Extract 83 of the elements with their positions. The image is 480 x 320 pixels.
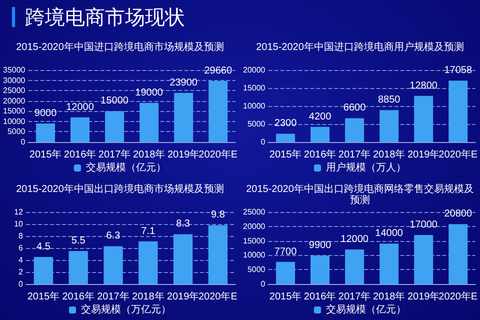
x-tick-label: 2018年	[132, 290, 164, 302]
data-label: 19000	[135, 87, 164, 98]
x-tick-label: 2016年	[62, 290, 94, 302]
y-tick-label: 20000	[242, 66, 266, 74]
y-tick-label: 0	[20, 138, 26, 146]
y-tick-label: 15000	[242, 84, 266, 92]
data-label: 7700	[274, 246, 298, 258]
y-tick-label: 20000	[242, 222, 266, 231]
data-label: 23900	[170, 77, 198, 88]
data-label: 20800	[444, 208, 472, 220]
chart-title: 2015-2020年中国出口跨境电商市场规模及预测	[16, 183, 224, 195]
y-tick-label: 0	[18, 280, 24, 288]
data-label: 4.5	[36, 242, 51, 252]
x-tick-label: 2018年	[372, 290, 406, 302]
y-tick-label: 10000	[242, 250, 266, 260]
x-tick-label: 2016年	[304, 290, 336, 302]
x-tick-label: 2020年E	[198, 290, 238, 302]
legend-label: 交易规模（万亿元）	[81, 304, 171, 316]
data-label: 29660	[204, 65, 232, 76]
y-tick-label: 15000	[2, 106, 26, 116]
y-tick-label: 10	[14, 220, 24, 228]
text: 跨境电商市场现状	[25, 4, 185, 30]
data-label: 14000	[375, 228, 404, 240]
y-tick-label: 5000	[247, 120, 266, 128]
y-tick-label: 6	[18, 244, 24, 252]
y-tick-label: 10000	[242, 102, 266, 110]
legend-label: 交易规模（亿元）	[86, 162, 166, 174]
y-tick-label: 4	[18, 256, 24, 264]
y-tick-label: 0	[260, 280, 266, 288]
data-label: 15000	[100, 96, 129, 107]
y-tick-label: 25000	[2, 86, 26, 96]
data-label: 4200	[308, 111, 332, 122]
y-tick-label: 5000	[7, 127, 26, 136]
data-label: 8.3	[176, 218, 190, 230]
y-tick-label: 25000	[242, 208, 266, 216]
x-tick-label: 2017年	[97, 290, 130, 302]
data-label: 17000	[410, 220, 438, 231]
y-tick-label: 5000	[247, 265, 266, 274]
x-tick-label: 2016年	[304, 148, 336, 160]
legend-label: 交易规模（亿元）	[326, 304, 406, 316]
y-tick-label: 20000	[2, 96, 26, 106]
data-label: 9.8	[210, 210, 226, 221]
y-tick-label: 30000	[2, 76, 26, 85]
chart-title: 2015-2020年中国出口跨境电商网络零售交易规模及预测	[246, 183, 474, 206]
data-label: 9000	[34, 108, 58, 119]
data-label: 12000	[340, 234, 369, 245]
x-tick-label: 2019年	[407, 290, 440, 302]
data-label: 6600	[343, 102, 366, 114]
x-tick-label: 2017年	[98, 148, 131, 160]
y-tick-label: 15000	[242, 236, 266, 246]
x-tick-label: 2017年	[338, 148, 371, 160]
data-label: 7.1	[141, 226, 156, 237]
y-tick-label: 35000	[2, 66, 26, 74]
x-tick-label: 2019年	[167, 148, 200, 160]
data-label: 2300	[274, 118, 298, 130]
x-tick-label: 2015年	[27, 290, 60, 302]
y-tick-label: 10000	[2, 116, 26, 126]
data-label: 9900	[308, 240, 332, 251]
x-tick-label: 2015年	[269, 290, 302, 302]
x-tick-label: 2020年E	[438, 148, 478, 160]
x-tick-label: 2017年	[338, 290, 371, 302]
data-label: 17058	[444, 65, 472, 76]
data-label: 5.5	[71, 236, 86, 246]
x-tick-label: 2020年E	[198, 148, 238, 160]
x-tick-label: 2018年	[132, 148, 166, 160]
x-tick-label: 2015年	[29, 148, 62, 160]
legend-label: 用户规模（万人）	[326, 162, 406, 174]
data-label: 8850	[378, 94, 401, 106]
x-tick-label: 2016年	[64, 148, 96, 160]
data-label: 12800	[410, 80, 438, 92]
x-tick-label: 2020年E	[438, 290, 478, 302]
x-tick-label: 2019年	[166, 290, 200, 302]
data-label: 12000	[66, 102, 94, 113]
y-tick-label: 0	[260, 138, 266, 146]
y-tick-label: 12	[14, 208, 24, 216]
data-label: 6.3	[106, 230, 121, 242]
x-tick-label: 2015年	[269, 148, 302, 160]
chart-title: 2015-2020年中国进口跨境电商用户规模及预测	[256, 41, 464, 53]
y-tick-label: 2	[18, 268, 24, 276]
x-tick-label: 2019年	[407, 148, 440, 160]
y-tick-label: 8	[18, 232, 24, 240]
x-tick-label: 2018年	[372, 148, 406, 160]
chart-title: 2015-2020年中国进口跨境电商市场规模及预测	[16, 41, 224, 53]
